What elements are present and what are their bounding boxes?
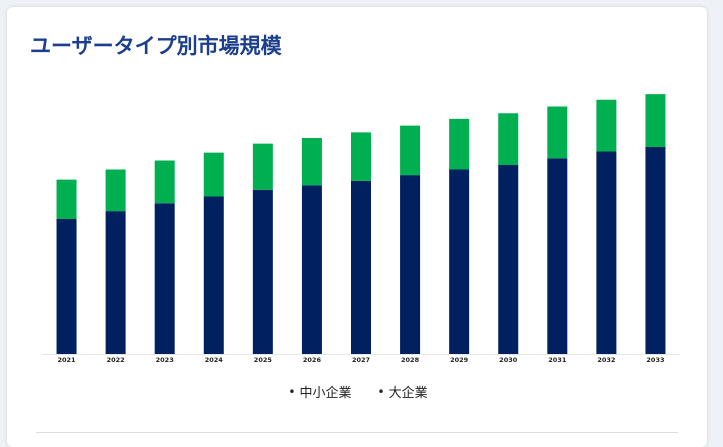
bar-large-2028[interactable] [400, 125, 421, 176]
bar-large-2027[interactable] [351, 132, 371, 181]
bar-sme-2029[interactable] [449, 169, 470, 355]
x-tick-label: 2028 [401, 356, 420, 364]
bar-sme-2023[interactable] [154, 203, 175, 354]
x-tick-label: 2021 [57, 356, 76, 364]
x-tick-label: 2023 [156, 356, 174, 364]
bar-large-2032[interactable] [596, 99, 617, 152]
legend: • 中小企業 • 大企業 [0, 382, 716, 402]
legend-item-large[interactable]: • 大企業 [377, 382, 428, 402]
x-tick-label: 2033 [646, 356, 664, 364]
x-tick-label: 2029 [450, 356, 469, 364]
bar-large-2030[interactable] [498, 113, 519, 165]
bar-large-2031[interactable] [547, 106, 568, 159]
bar-sme-2032[interactable] [596, 151, 617, 355]
x-tick-label: 2024 [205, 356, 224, 364]
legend-label-large: 大企業 [388, 386, 428, 401]
stacked-bar-chart: 2021 2022 2023 2024 2025 2026 2027 2028 2029 2030… [42, 94, 680, 364]
bar-sme-2025[interactable] [252, 189, 273, 354]
legend-item-sme[interactable]: • 中小企業 [288, 382, 352, 402]
bar-sme-2022[interactable] [105, 211, 126, 354]
bar-sme-2030[interactable] [498, 165, 519, 354]
bar-large-2022[interactable] [105, 169, 126, 212]
bar-sme-2027[interactable] [351, 180, 371, 354]
bullet-icon: • [288, 384, 296, 399]
x-tick-label: 2027 [352, 356, 370, 364]
x-tick-label: 2032 [597, 356, 615, 364]
bar-large-2021[interactable] [56, 179, 77, 219]
x-tick-label: 2026 [303, 356, 322, 364]
bullet-icon: • [377, 384, 385, 399]
x-tick-label: 2025 [254, 356, 273, 364]
x-tick-label: 2030 [499, 356, 518, 364]
bar-large-2033[interactable] [645, 94, 666, 147]
bar-sme-2021[interactable] [56, 219, 77, 354]
legend-label-sme: 中小企業 [299, 386, 352, 401]
bar-large-2025[interactable] [252, 143, 273, 190]
bar-large-2026[interactable] [301, 138, 322, 186]
bar-sme-2026[interactable] [301, 185, 322, 354]
x-tick-label: 2031 [548, 356, 567, 364]
bar-large-2023[interactable] [154, 160, 175, 204]
chart-title: ユーザータイプ別市場規模 [30, 34, 282, 58]
x-tick-label: 2022 [107, 356, 125, 364]
bar-sme-2028[interactable] [400, 175, 421, 354]
bar-large-2029[interactable] [449, 118, 470, 170]
bar-large-2024[interactable] [203, 152, 224, 197]
divider [36, 432, 678, 433]
bar-sme-2031[interactable] [547, 158, 568, 354]
bar-sme-2024[interactable] [203, 196, 224, 355]
bar-sme-2033[interactable] [645, 147, 666, 354]
